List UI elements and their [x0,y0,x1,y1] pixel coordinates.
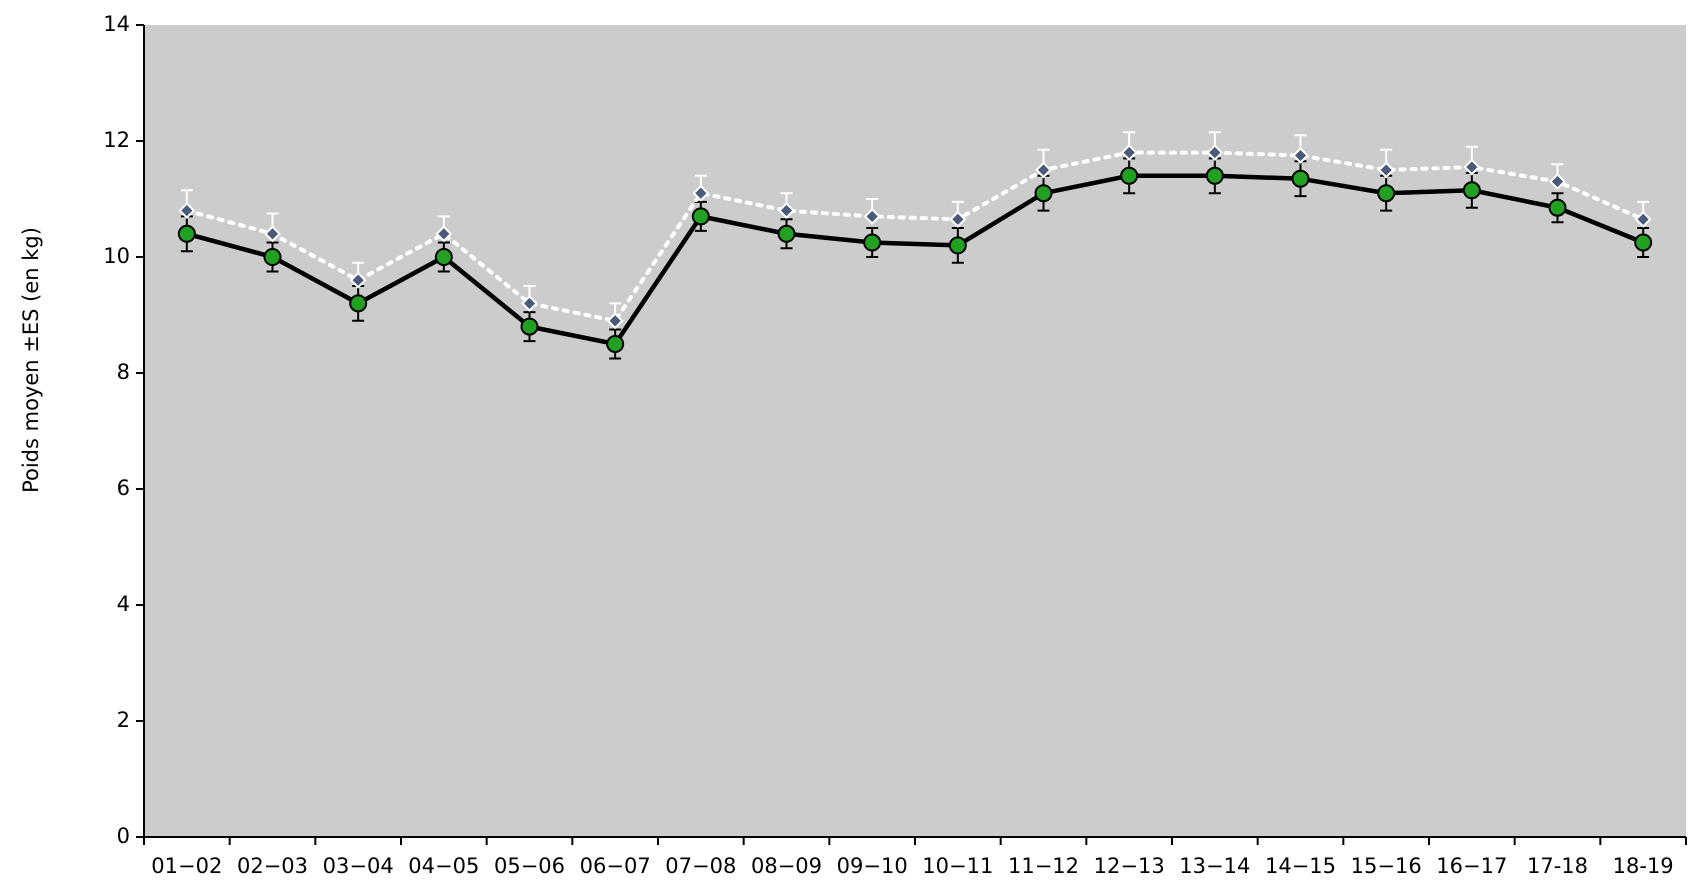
x-tick-label: 09−10 [837,854,908,878]
marker [1035,161,1052,179]
plot-area [144,25,1686,837]
marker [1634,210,1652,228]
x-tick-label: 12−13 [1094,854,1165,878]
marker [178,202,196,220]
x-tick-label: 05−06 [494,854,565,878]
series-line [184,173,1646,347]
marker [1206,144,1224,162]
x-tick-label: 04−05 [408,854,479,878]
marker [264,225,281,243]
x-tick-label: 08−09 [751,854,822,878]
y-tick-label: 6 [117,476,130,500]
x-tick-label: 06−07 [580,854,651,878]
marker [177,224,196,243]
marker [1634,233,1653,252]
x-tick-label: 18-19 [1613,854,1674,878]
marker [1377,184,1396,203]
marker [948,236,967,255]
x-tick-label: 17-18 [1527,854,1588,878]
marker [1462,181,1481,200]
marker [435,225,453,243]
x-tick-label: 03−04 [323,854,394,878]
marker [1463,158,1481,176]
marker [349,271,367,289]
marker [521,294,538,312]
marker [1120,144,1138,162]
marker [1291,169,1310,188]
marker [1034,184,1053,203]
y-tick-label: 12 [103,128,130,152]
marker [777,224,796,243]
marker [606,312,624,330]
marker [692,184,710,202]
x-tick-label: 01−02 [151,854,222,878]
marker [1205,166,1224,185]
x-tick-label: 10−11 [922,854,993,878]
x-tick-label: 16−17 [1436,854,1507,878]
y-axis-label: Poids moyen ±ES (en kg) [19,227,43,493]
y-tick-label: 2 [117,708,130,732]
marker [778,202,795,220]
y-tick-label: 4 [117,592,130,616]
x-tick-label: 15−16 [1351,854,1422,878]
x-tick-label: 02−03 [237,854,308,878]
marker [863,207,881,225]
y-tick-label: 10 [103,244,130,268]
marker [863,233,882,252]
marker [1120,166,1139,185]
y-tick-label: 0 [117,824,130,848]
y-tick-label: 14 [103,12,130,36]
x-tick-label: 11−12 [1008,854,1079,878]
marker [949,210,967,228]
marker [1377,161,1395,179]
marker [1548,198,1567,217]
marker [606,335,625,353]
y-tick-label: 8 [117,360,130,384]
marker [349,294,368,313]
x-tick-label: 14−15 [1265,854,1336,878]
marker [263,248,282,266]
marker [1549,173,1566,191]
x-tick-label: 07−08 [665,854,736,878]
marker [1292,147,1309,164]
x-tick-label: 13−14 [1179,854,1250,878]
marker [520,317,539,336]
series-line [184,150,1646,324]
marker [691,207,710,226]
marker [434,248,453,266]
